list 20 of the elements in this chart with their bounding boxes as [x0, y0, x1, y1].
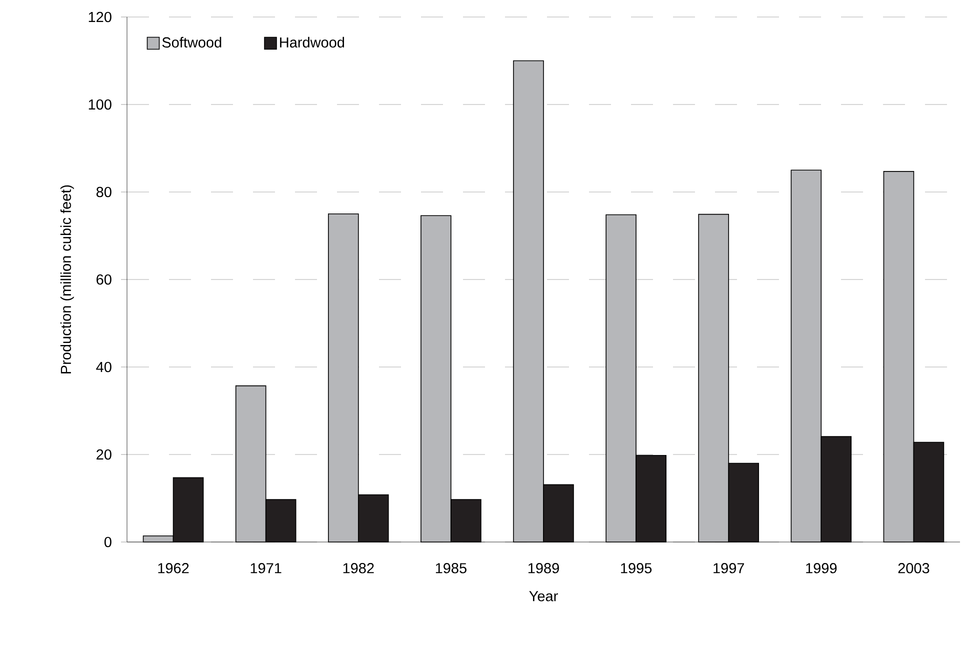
y-axis-title: Production (million cubic feet) [60, 185, 74, 374]
x-tick-label: 1971 [250, 563, 282, 574]
y-tick-label: 100 [88, 99, 112, 110]
x-tick-label: 1995 [621, 563, 652, 574]
x-tick-label: 1985 [436, 563, 466, 574]
y-tick-label: 80 [96, 186, 112, 198]
legend-label: Softwood [162, 36, 222, 48]
x-tick-label: 1997 [714, 563, 744, 574]
x-axis-title: Year [529, 591, 558, 602]
x-tick-label: 1982 [343, 563, 374, 574]
x-tick-label: 1989 [528, 563, 559, 574]
y-tick-label: 120 [88, 12, 112, 22]
x-tick-label: 1962 [158, 563, 189, 574]
y-tick-label: 60 [96, 274, 112, 285]
y-tick-label: 20 [96, 449, 112, 460]
x-tick-label: 2003 [898, 563, 930, 574]
legend-label: Hardwood [280, 36, 344, 48]
y-tick-label: 40 [96, 362, 112, 372]
x-tick-label: 1999 [806, 563, 837, 574]
y-tick-label: 0 [104, 536, 112, 548]
